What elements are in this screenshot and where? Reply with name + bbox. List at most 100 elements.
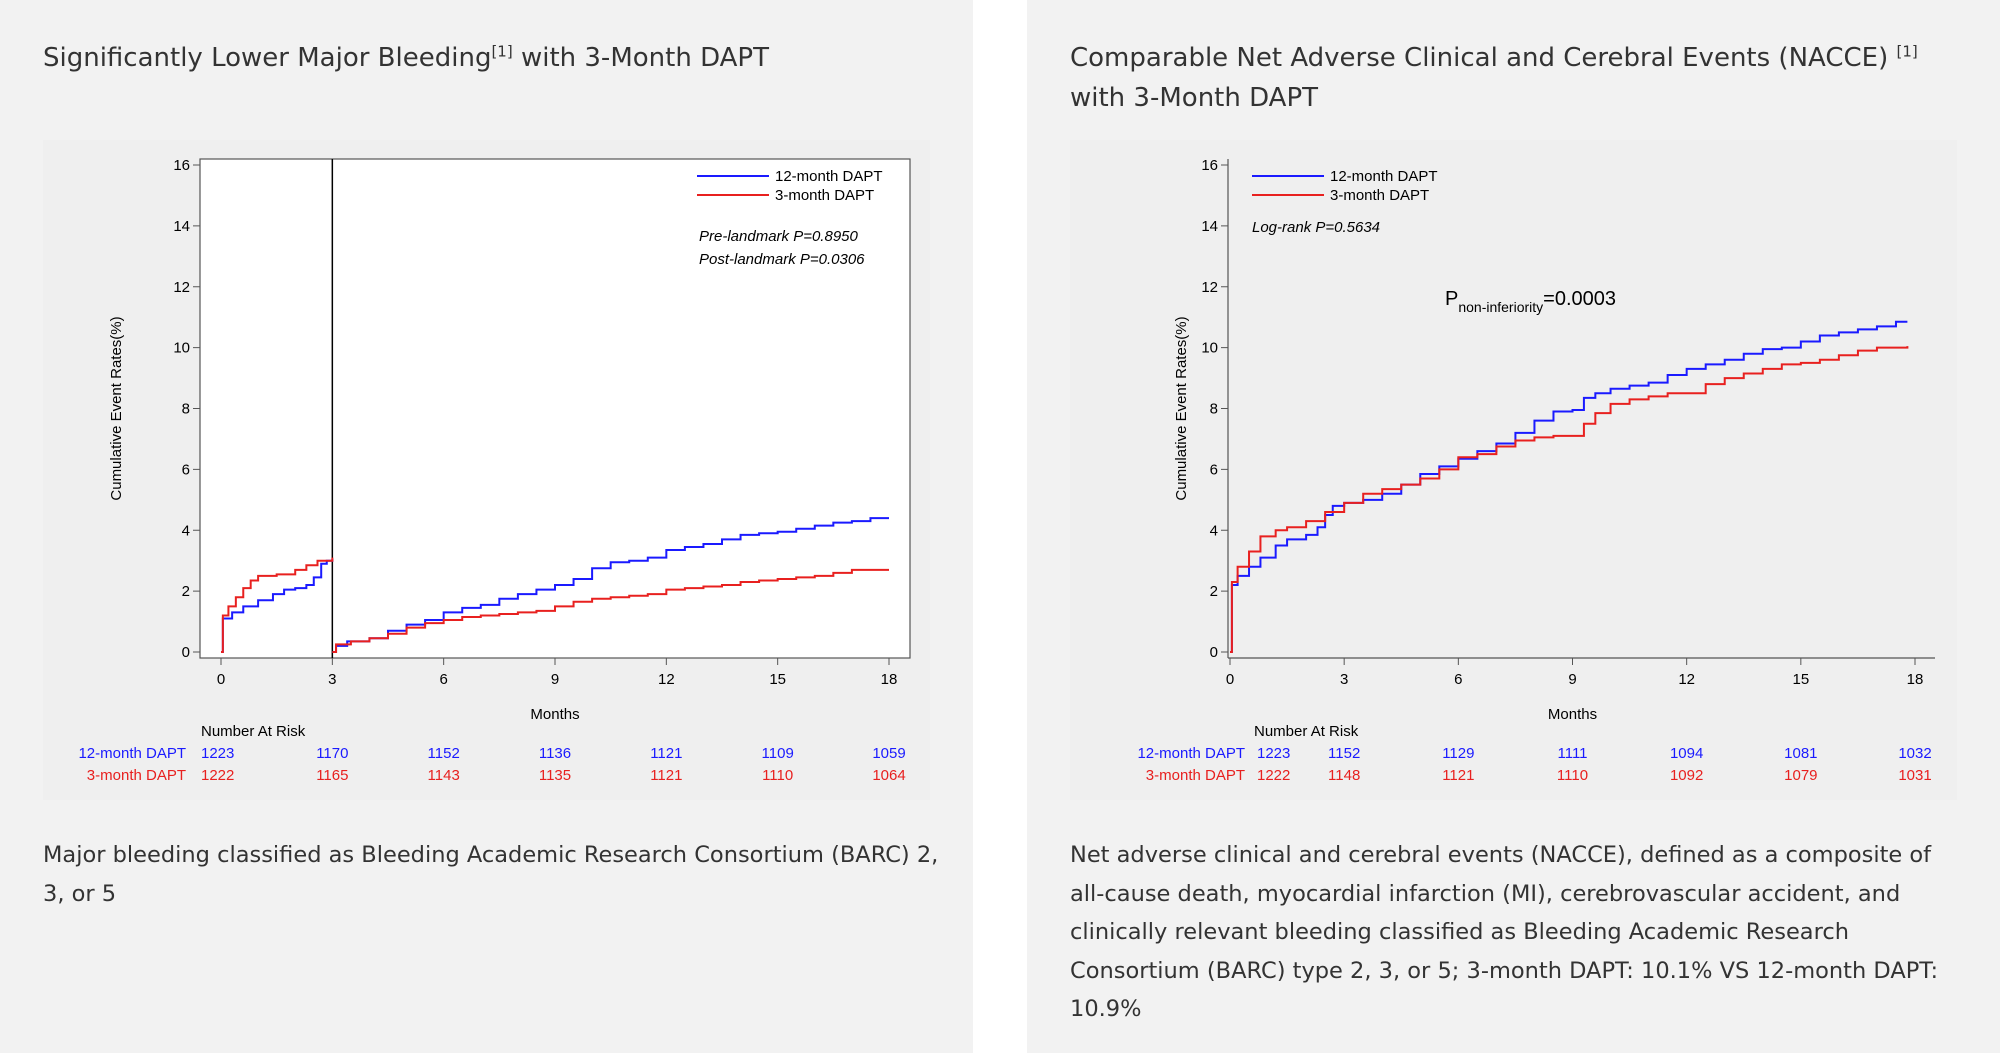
series-line-3-month-dapt (1230, 346, 1909, 653)
y-tick-label: 16 (173, 157, 190, 174)
non-inferiority-p-label: Pnon-inferiority=0.0003 (1445, 288, 1616, 315)
legend-label: 12-month DAPT (1330, 168, 1438, 185)
risk-table-cell: 1110 (1557, 767, 1588, 784)
nacce-chart: 0 2 4 6 8 10 12 14 16 0 3 6 9 12 15 18 Months Cumulative … (1070, 140, 1957, 800)
risk-table-cell: 1109 (762, 745, 794, 762)
risk-table-cell: 1079 (1784, 767, 1817, 784)
reference-marker: [1] (1896, 42, 1918, 61)
bleeding-chart: 0 2 4 6 8 10 12 14 16 0 3 6 9 12 15 18 Months Cumulative … (43, 140, 930, 800)
risk-table-cell: 1165 (316, 767, 348, 784)
risk-table-cell: 1136 (539, 745, 571, 762)
risk-table-cell: 1094 (1670, 745, 1703, 762)
panel-caption: Major bleeding classified as Bleeding Ac… (43, 842, 939, 907)
x-tick-label: 3 (328, 671, 336, 688)
risk-table-cell: 1031 (1898, 767, 1931, 784)
x-tick-label: 6 (1454, 671, 1462, 688)
nacce-km-plot: 0 2 4 6 8 10 12 14 16 0 3 6 9 12 15 18 Months Cumulative … (1137, 157, 1935, 784)
y-tick-label: 12 (173, 279, 190, 296)
x-axis-label: Months (1548, 706, 1597, 723)
x-tick-label: 6 (439, 671, 447, 688)
y-tick-label: 10 (1201, 340, 1218, 357)
y-tick-label: 14 (1201, 218, 1218, 235)
risk-table-cell: 1111 (1557, 745, 1587, 762)
legend-label: 12-month DAPT (775, 168, 883, 185)
risk-table-cell: 1135 (539, 767, 571, 784)
series-line-3-month-dapt (221, 557, 334, 653)
y-tick-label: 4 (1210, 522, 1218, 539)
risk-table-cell: 1223 (1257, 745, 1290, 762)
risk-table-row-label: 3-month DAPT (87, 767, 186, 784)
risk-table-cell: 1148 (1328, 767, 1360, 784)
bleeding-km-plot: 0 2 4 6 8 10 12 14 16 0 3 6 9 12 15 18 Months Cumulative … (78, 157, 911, 784)
bleeding-panel: Significantly Lower Major Bleeding[1] wi… (0, 0, 973, 1053)
x-tick-label: 18 (881, 671, 898, 688)
risk-table-cell: 1143 (428, 767, 460, 784)
series-line-12-month-dapt (1230, 320, 1908, 653)
y-tick-label: 8 (182, 401, 190, 418)
risk-table-cell: 1121 (1442, 767, 1474, 784)
panel-caption: Net adverse clinical and cerebral events… (1070, 842, 1939, 1022)
y-tick-label: 6 (1210, 461, 1218, 478)
y-tick-label: 0 (182, 644, 190, 661)
y-tick-label: 14 (173, 218, 190, 235)
risk-table-cell: 1152 (428, 745, 460, 762)
y-tick-label: 16 (1201, 157, 1218, 174)
p-subscript: non-inferiority (1458, 299, 1543, 315)
risk-table-row-label: 12-month DAPT (78, 745, 186, 762)
y-tick-label: 8 (1210, 401, 1218, 418)
x-tick-label: 3 (1340, 671, 1348, 688)
x-tick-label: 0 (1226, 671, 1234, 688)
y-tick-label: 0 (1210, 644, 1218, 661)
panel-title: Comparable Net Adverse Clinical and Cere… (1070, 42, 1918, 113)
x-tick-label: 9 (551, 671, 559, 688)
p-value-annotation: Log-rank P=0.5634 (1252, 219, 1380, 236)
plot-frame (199, 158, 911, 659)
y-tick-label: 12 (1201, 279, 1218, 296)
reference-marker: [1] (491, 42, 513, 61)
y-tick-label: 2 (1210, 583, 1218, 600)
p-value-annotation: Post-landmark P=0.0306 (699, 251, 865, 268)
y-tick-label: 10 (173, 340, 190, 357)
risk-table-cell: 1032 (1898, 745, 1931, 762)
legend-label: 3-month DAPT (1330, 187, 1429, 204)
y-axis-label: Cumulative Event Rates(%) (108, 316, 125, 500)
risk-table-cell: 1152 (1328, 745, 1360, 762)
risk-table-cell: 1059 (872, 745, 905, 762)
risk-table-cell: 1222 (201, 767, 234, 784)
risk-table-header: Number At Risk (201, 723, 306, 740)
y-tick-label: 4 (182, 522, 190, 539)
risk-table-cell: 1222 (1257, 767, 1290, 784)
risk-table-row-label: 3-month DAPT (1146, 767, 1245, 784)
x-tick-label: 15 (769, 671, 786, 688)
panel-title: Significantly Lower Major Bleeding[1] wi… (43, 42, 769, 73)
risk-table-cell: 1121 (650, 745, 682, 762)
y-axis-label: Cumulative Event Rates(%) (1173, 316, 1190, 500)
series-line-12-month-dapt (221, 559, 334, 653)
p-value: =0.0003 (1543, 288, 1616, 310)
risk-table-cell: 1064 (872, 767, 905, 784)
x-tick-label: 0 (217, 671, 225, 688)
risk-table-cell: 1081 (1784, 745, 1817, 762)
risk-table-row-label: 12-month DAPT (1137, 745, 1245, 762)
risk-table-cell: 1129 (1442, 745, 1474, 762)
risk-table-cell: 1223 (201, 745, 234, 762)
x-axis-label: Months (530, 706, 579, 723)
legend-label: 3-month DAPT (775, 187, 874, 204)
nacce-panel: Comparable Net Adverse Clinical and Cere… (1027, 0, 2000, 1053)
risk-table-cell: 1092 (1670, 767, 1703, 784)
risk-table-cell: 1170 (316, 745, 348, 762)
series-line-12-month-dapt (332, 517, 889, 653)
x-tick-label: 12 (1678, 671, 1695, 688)
p-symbol: P (1445, 288, 1458, 310)
x-tick-label: 15 (1792, 671, 1809, 688)
series-line-3-month-dapt (332, 568, 889, 653)
y-tick-label: 2 (182, 583, 190, 600)
risk-table-header: Number At Risk (1254, 723, 1359, 740)
x-tick-label: 18 (1907, 671, 1924, 688)
x-tick-label: 9 (1568, 671, 1576, 688)
risk-table-cell: 1110 (762, 767, 793, 784)
x-tick-label: 12 (658, 671, 675, 688)
p-value-annotation: Pre-landmark P=0.8950 (699, 228, 858, 245)
y-tick-label: 6 (182, 461, 190, 478)
risk-table-cell: 1121 (650, 767, 682, 784)
